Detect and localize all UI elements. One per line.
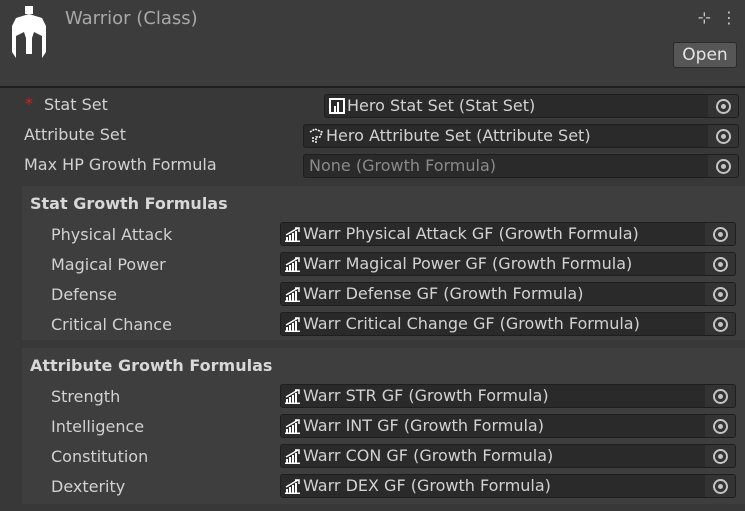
target-icon [712, 226, 728, 242]
object-picker-button[interactable] [705, 385, 735, 407]
more-vertical-icon[interactable]: ⋮ [721, 8, 737, 27]
object-picker-button[interactable] [708, 95, 738, 117]
attribute-set-field[interactable]: Hero Attribute Set (Attribute Set) [303, 124, 739, 148]
growth-formula-value: Warr Critical Change GF (Growth Formula) [303, 314, 640, 333]
target-icon [712, 418, 728, 434]
growth-formula-field[interactable]: Warr Magical Power GF (Growth Formula) [280, 252, 736, 276]
object-picker-button[interactable] [705, 253, 735, 275]
growth-chart-icon [285, 287, 300, 302]
growth-formula-label: Magical Power [51, 255, 166, 274]
growth-formula-value: Warr CON GF (Growth Formula) [303, 446, 554, 465]
target-icon [712, 388, 728, 404]
section-title: Attribute Growth Formulas [30, 356, 273, 375]
growth-formula-label: Critical Chance [51, 315, 172, 334]
settings-sliders-icon[interactable]: ⊹ [697, 8, 711, 27]
object-picker-button[interactable] [708, 125, 738, 147]
growth-formula-field[interactable]: Warr Critical Change GF (Growth Formula) [280, 312, 736, 336]
growth-chart-icon [285, 479, 300, 494]
growth-chart-icon [285, 257, 300, 272]
target-icon [712, 478, 728, 494]
target-icon [712, 256, 728, 272]
growth-formula-label: Strength [51, 387, 121, 406]
growth-formula-value: Warr Magical Power GF (Growth Formula) [303, 254, 633, 273]
object-picker-button[interactable] [705, 415, 735, 437]
growth-formula-value: Warr Physical Attack GF (Growth Formula) [303, 224, 639, 243]
target-icon [715, 128, 731, 144]
inspector-header: Warrior (Class) ⊹ ⋮ Open [0, 0, 745, 88]
stat-set-value: Hero Stat Set (Stat Set) [347, 96, 536, 115]
object-picker-button[interactable] [708, 155, 738, 177]
growth-formula-value: Warr INT GF (Growth Formula) [303, 416, 544, 435]
max-hp-label: Max HP Growth Formula [24, 155, 217, 174]
growth-formula-label: Physical Attack [51, 225, 173, 244]
growth-formula-field[interactable]: Warr Physical Attack GF (Growth Formula) [280, 222, 736, 246]
required-marker: * [25, 94, 33, 113]
growth-formula-value: Warr DEX GF (Growth Formula) [303, 476, 551, 495]
growth-formula-field[interactable]: Warr INT GF (Growth Formula) [280, 414, 736, 438]
attribute-set-label: Attribute Set [24, 125, 127, 144]
target-icon [712, 286, 728, 302]
growth-formula-field[interactable]: Warr CON GF (Growth Formula) [280, 444, 736, 468]
target-icon [712, 316, 728, 332]
growth-chart-icon [285, 227, 300, 242]
max-hp-field[interactable]: None (Growth Formula) [303, 154, 739, 178]
growth-chart-icon [285, 389, 300, 404]
target-icon [715, 98, 731, 114]
growth-formula-label: Constitution [51, 447, 149, 466]
object-picker-button[interactable] [705, 313, 735, 335]
object-picker-button[interactable] [705, 475, 735, 497]
growth-chart-icon [285, 449, 300, 464]
growth-formula-field[interactable]: Warr STR GF (Growth Formula) [280, 384, 736, 408]
class-helmet-logo [12, 6, 46, 58]
growth-formula-value: Warr STR GF (Growth Formula) [303, 386, 549, 405]
growth-chart-icon [285, 419, 300, 434]
attribute-set-value: Hero Attribute Set (Attribute Set) [326, 126, 591, 145]
stat-set-label: Stat Set [44, 95, 108, 114]
attribute-set-icon [309, 128, 323, 143]
growth-formula-value: Warr Defense GF (Growth Formula) [303, 284, 584, 303]
growth-formula-field[interactable]: Warr Defense GF (Growth Formula) [280, 282, 736, 306]
growth-chart-icon [285, 317, 300, 332]
section-title: Stat Growth Formulas [30, 194, 228, 213]
growth-formula-label: Intelligence [51, 417, 145, 436]
target-icon [715, 158, 731, 174]
object-picker-button[interactable] [705, 445, 735, 467]
max-hp-value: None (Growth Formula) [309, 156, 497, 175]
object-title: Warrior (Class) [65, 8, 198, 29]
target-icon [712, 448, 728, 464]
open-button[interactable]: Open [673, 42, 737, 68]
object-picker-button[interactable] [705, 283, 735, 305]
stat-set-icon [329, 98, 345, 114]
growth-formula-field[interactable]: Warr DEX GF (Growth Formula) [280, 474, 736, 498]
growth-formula-label: Dexterity [51, 477, 126, 496]
growth-formula-label: Defense [51, 285, 117, 304]
stat-set-field[interactable]: Hero Stat Set (Stat Set) [324, 94, 739, 118]
object-picker-button[interactable] [705, 223, 735, 245]
